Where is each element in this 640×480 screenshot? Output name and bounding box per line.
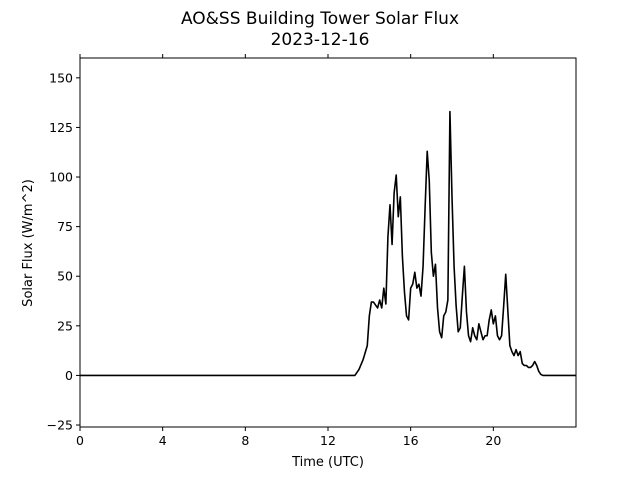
x-tick-label: 8 [241, 433, 249, 448]
x-axis-ticks: 0 4 8 12 16 20 [76, 54, 501, 448]
y-tick-label: 0 [65, 368, 73, 383]
y-axis-label: Solar Flux (W/m^2) [21, 179, 36, 307]
x-axis-label: Time (UTC) [291, 455, 364, 470]
y-tick-label: 75 [57, 219, 73, 234]
series-line-0 [80, 110, 576, 377]
chart-title: AO&SS Building Tower Solar Flux [181, 9, 459, 29]
chart-subtitle: 2023-12-16 [271, 30, 370, 50]
x-tick-label: 4 [159, 433, 167, 448]
y-tick-label: 150 [49, 70, 73, 85]
y-tick-label: 50 [57, 269, 73, 284]
plot-frame [79, 57, 577, 428]
y-tick-label: −25 [47, 418, 73, 433]
y-axis-ticks: −25 0 25 50 75 100 125 150 [47, 70, 80, 433]
x-tick-label: 0 [76, 433, 84, 448]
y-tick-label: 100 [49, 170, 73, 185]
x-tick-label: 16 [403, 433, 419, 448]
x-tick-label: 20 [485, 433, 501, 448]
y-tick-label: 25 [57, 318, 73, 333]
y-tick-label: 125 [49, 120, 73, 135]
plot-layer [80, 110, 576, 377]
x-tick-label: 12 [320, 433, 336, 448]
